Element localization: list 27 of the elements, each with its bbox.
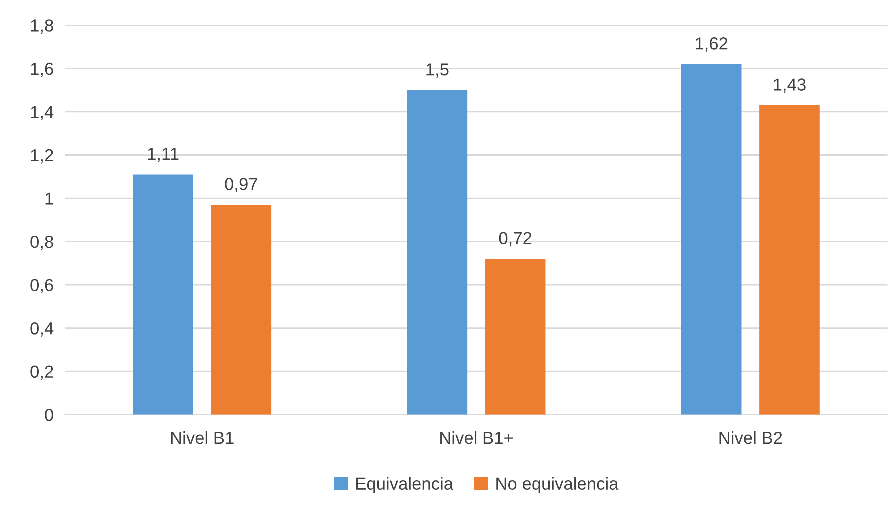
bar bbox=[133, 174, 194, 415]
x-tick-label: Nivel B1+ bbox=[440, 432, 514, 444]
y-tick-label: 0 bbox=[45, 409, 54, 422]
data-label: 0,97 bbox=[225, 178, 258, 193]
y-tick-label: 1,6 bbox=[31, 62, 54, 78]
bar bbox=[407, 90, 468, 415]
y-tick-label: 1,8 bbox=[31, 20, 54, 34]
y-tick-label: 1 bbox=[46, 192, 54, 205]
data-label: 1,5 bbox=[426, 64, 449, 78]
y-tick-label: 1,2 bbox=[31, 149, 54, 164]
x-tick-label: Nivel B1 bbox=[171, 432, 234, 444]
y-tick-label: 0,6 bbox=[30, 279, 54, 294]
data-label: 0,72 bbox=[499, 232, 532, 247]
legend-label: Equivalencia bbox=[356, 477, 454, 494]
data-label: 1,62 bbox=[696, 38, 728, 52]
y-tick-label: 0,8 bbox=[30, 236, 54, 250]
bar bbox=[211, 205, 272, 415]
y-tick-label: 0,4 bbox=[30, 322, 54, 337]
data-label: 1,11 bbox=[148, 148, 179, 162]
bar bbox=[681, 64, 742, 415]
bar bbox=[485, 259, 546, 415]
x-tick-label: Nivel B2 bbox=[720, 432, 782, 444]
bar bbox=[760, 105, 820, 415]
y-tick-label: 1,4 bbox=[31, 106, 54, 120]
y-tick-label: 0,2 bbox=[30, 366, 54, 380]
data-label: 1,43 bbox=[774, 78, 806, 93]
legend-label: No equivalencia bbox=[496, 477, 619, 494]
